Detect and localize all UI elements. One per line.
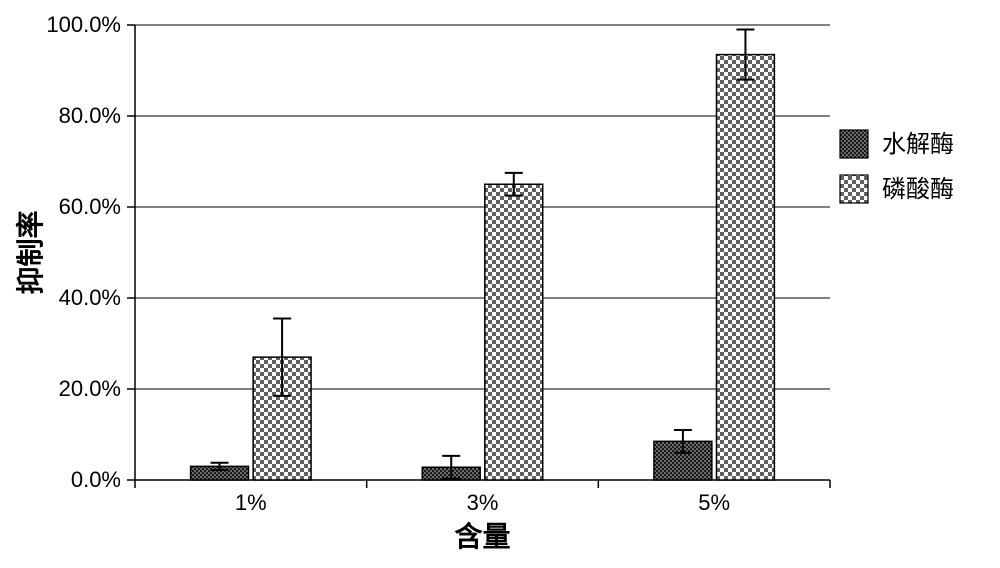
y-tick-label: 60.0% (59, 194, 121, 219)
y-tick-label: 40.0% (59, 285, 121, 310)
y-tick-label: 0.0% (71, 467, 121, 492)
legend-label: 磷酸酶 (882, 176, 954, 203)
bar (485, 184, 543, 480)
y-tick-label: 20.0% (59, 376, 121, 401)
x-axis-title: 含量 (454, 520, 510, 552)
x-tick-label: 3% (467, 490, 499, 515)
legend-swatch (840, 130, 868, 158)
y-tick-label: 80.0% (59, 103, 121, 128)
chart-svg: 0.0% 20.0% 40.0% 60.0% 80.0% 100.0% 1% 3% 5% 抑制率含… (0, 0, 1000, 568)
legend-label: 水解酶 (882, 131, 954, 158)
bar (716, 55, 774, 480)
bar-chart: 0.0% 20.0% 40.0% 60.0% 80.0% 100.0% 1% 3% 5% 抑制率含… (0, 0, 1000, 568)
x-tick-label: 1% (235, 490, 267, 515)
x-tick-label: 5% (698, 490, 730, 515)
legend-swatch (840, 175, 868, 203)
y-tick-label: 100.0% (46, 12, 121, 37)
y-axis-title: 抑制率 (14, 210, 46, 294)
